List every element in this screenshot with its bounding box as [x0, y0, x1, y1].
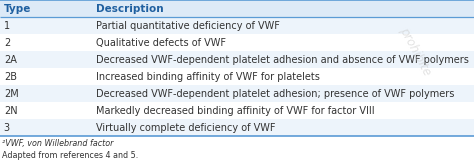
Bar: [0, 102, 474, 119]
Bar: [0, 0, 474, 17]
Text: Increased binding affinity of VWF for platelets: Increased binding affinity of VWF for pl…: [96, 71, 320, 81]
Text: 2: 2: [4, 38, 10, 47]
Text: 2M: 2M: [4, 89, 18, 99]
Bar: [0, 17, 474, 34]
Text: 1: 1: [4, 20, 10, 30]
Bar: [0, 68, 474, 85]
Text: 2A: 2A: [4, 55, 17, 65]
Text: 2B: 2B: [4, 71, 17, 81]
Bar: [0, 34, 474, 51]
Text: Markedly decreased binding affinity of VWF for factor VIII: Markedly decreased binding affinity of V…: [96, 106, 375, 116]
Text: Decreased VWF-dependent platelet adhesion; presence of VWF polymers: Decreased VWF-dependent platelet adhesio…: [96, 89, 455, 99]
Text: Decreased VWF-dependent platelet adhesion and absence of VWF polymers: Decreased VWF-dependent platelet adhesio…: [96, 55, 469, 65]
Text: prohibite: prohibite: [397, 25, 433, 78]
Text: 3: 3: [4, 123, 10, 133]
Bar: [0, 85, 474, 102]
Text: 2N: 2N: [4, 106, 18, 116]
Text: Adapted from references 4 and 5.: Adapted from references 4 and 5.: [2, 151, 138, 160]
Bar: [0, 51, 474, 68]
Text: Type: Type: [4, 4, 31, 14]
Text: Partial quantitative deficiency of VWF: Partial quantitative deficiency of VWF: [96, 20, 280, 30]
Text: ²VWF, von Willebrand factor: ²VWF, von Willebrand factor: [2, 139, 114, 148]
Text: Virtually complete deficiency of VWF: Virtually complete deficiency of VWF: [96, 123, 276, 133]
Bar: [0, 119, 474, 136]
Text: Description: Description: [96, 4, 164, 14]
Text: Qualitative defects of VWF: Qualitative defects of VWF: [96, 38, 226, 47]
